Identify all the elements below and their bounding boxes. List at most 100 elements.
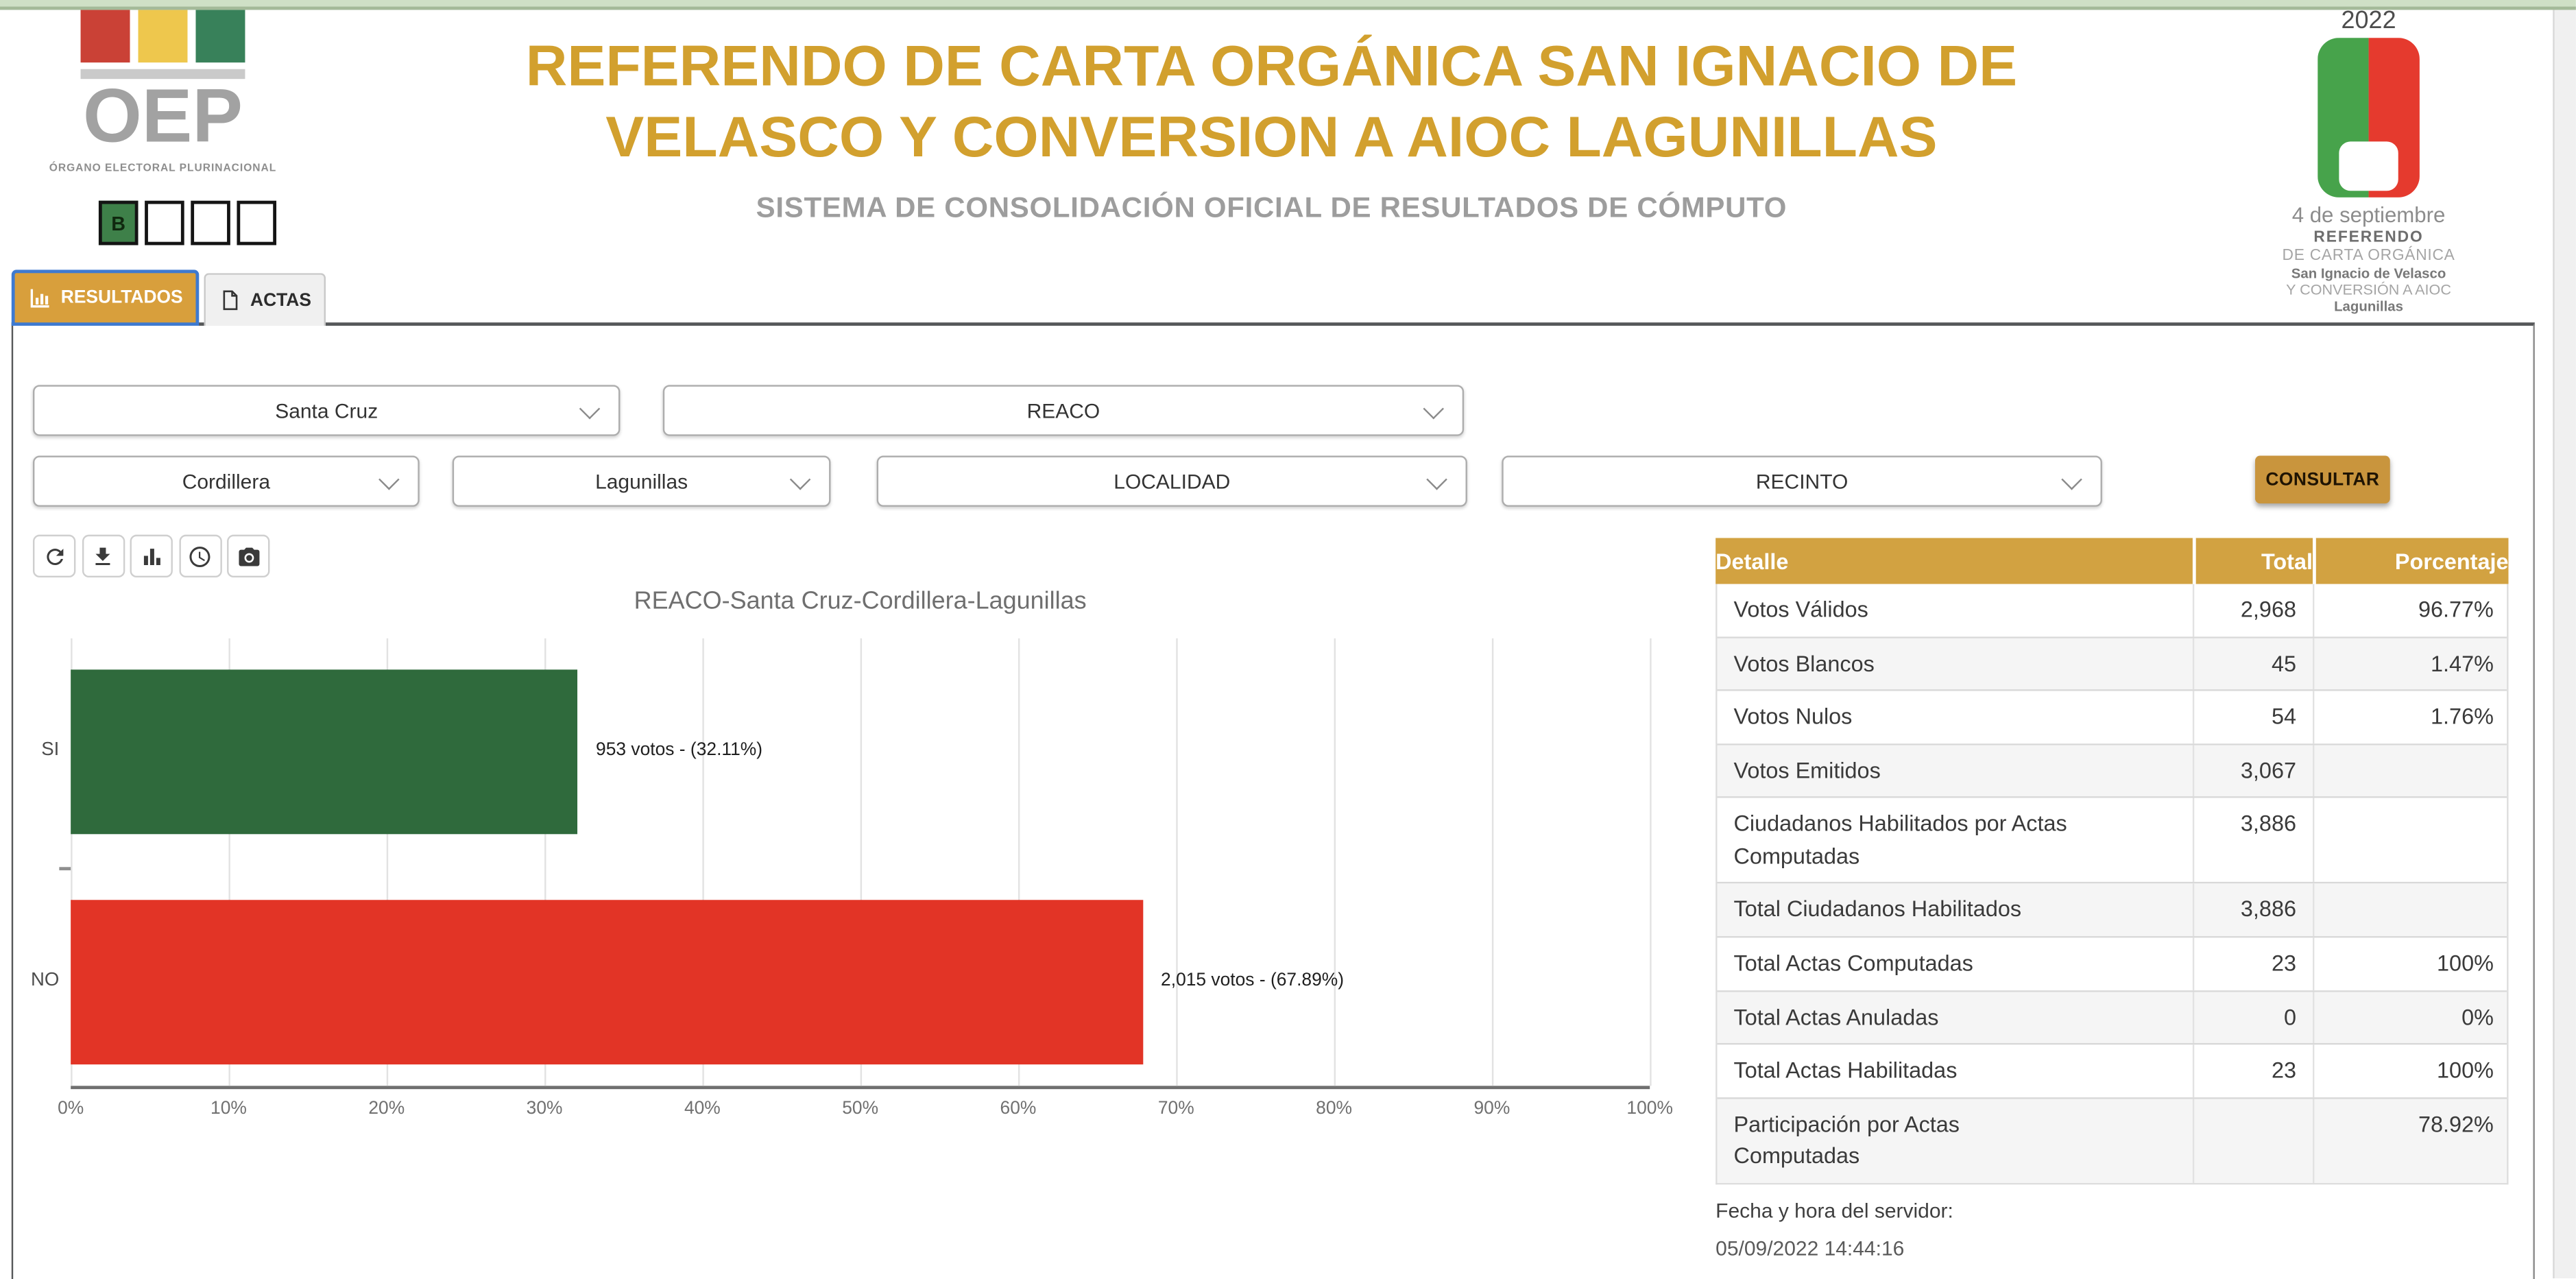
gridline bbox=[1018, 638, 1020, 1086]
table-row: Total Ciudadanos Habilitados 3,886 bbox=[1717, 884, 2507, 938]
y-axis-tick bbox=[59, 867, 71, 870]
total-cell: 3,067 bbox=[2192, 744, 2313, 797]
total-cell: 3,886 bbox=[2192, 798, 2313, 883]
table-row: Ciudadanos Habilitados por Actas Computa… bbox=[1717, 798, 2507, 885]
table-row: Total Actas Habilitadas 23 100% bbox=[1717, 1044, 2507, 1099]
total-cell: 2,968 bbox=[2192, 584, 2313, 636]
consultar-button[interactable]: CONSULTAR bbox=[2255, 455, 2390, 504]
chart-toolbar bbox=[32, 534, 270, 578]
x-axis-tick-label: 50% bbox=[842, 1099, 879, 1119]
column-header-total: Total bbox=[2192, 538, 2313, 584]
localidad-select[interactable]: LOCALIDAD bbox=[876, 455, 1467, 507]
refresh-button[interactable] bbox=[32, 534, 76, 578]
x-axis-tick-label: 80% bbox=[1316, 1099, 1353, 1119]
detalle-cell: Total Ciudadanos Habilitados bbox=[1733, 897, 2022, 922]
x-axis-tick-label: 90% bbox=[1473, 1099, 1510, 1119]
proceso-select[interactable]: REACO bbox=[662, 385, 1465, 436]
select-value: Lagunillas bbox=[595, 469, 688, 493]
oep-yellow-square bbox=[138, 10, 188, 63]
x-axis-tick-label: 10% bbox=[210, 1099, 247, 1119]
gridline bbox=[860, 638, 863, 1086]
event-line: Y CONVERSIÓN A AIOC bbox=[2286, 281, 2451, 298]
gridline bbox=[228, 638, 230, 1086]
download-button[interactable] bbox=[81, 534, 125, 578]
event-logo: 2022 4 de septiembre REFERENDO DE CARTA … bbox=[2278, 7, 2459, 315]
bar-no bbox=[71, 900, 1143, 1065]
page-subtitle: SISTEMA DE CONSOLIDACIÓN OFICIAL DE RESU… bbox=[756, 191, 1787, 225]
column-header-porcentaje: Porcentaje bbox=[2312, 538, 2508, 584]
x-axis-tick-label: 30% bbox=[526, 1099, 563, 1119]
detalle-cell: Votos Nulos bbox=[1733, 704, 1853, 730]
download-icon bbox=[91, 544, 115, 569]
x-axis-tick-label: 60% bbox=[1000, 1099, 1037, 1119]
porcentaje-cell: 78.92% bbox=[2312, 1098, 2507, 1183]
table-row: Total Actas Anuladas 0 0% bbox=[1717, 991, 2507, 1045]
chart-title: REACO-Santa Cruz-Cordillera-Lagunillas bbox=[634, 587, 1087, 616]
gridline bbox=[71, 638, 73, 1086]
select-value: RECINTO bbox=[1755, 469, 1849, 493]
table-body: Votos Válidos 2,968 96.77% Votos Blancos 45 1… bbox=[1716, 584, 2509, 1184]
provincia-select[interactable]: Cordillera bbox=[32, 455, 420, 507]
bar-value-label: 2,015 votos - (67.89%) bbox=[1161, 970, 1345, 991]
tab-label: RESULTADOS bbox=[60, 287, 183, 308]
bar-chart-button[interactable] bbox=[130, 534, 173, 578]
referendum-logo-icon bbox=[2318, 38, 2420, 198]
bar-si bbox=[71, 669, 578, 835]
porcentaje-cell bbox=[2312, 798, 2507, 883]
table-header-row: Detalle Total Porcentaje bbox=[1716, 538, 2509, 584]
column-header-detalle: Detalle bbox=[1716, 549, 1789, 574]
results-table: Detalle Total Porcentaje Votos Válidos 2,… bbox=[1716, 538, 2509, 1184]
select-value: Cordillera bbox=[182, 469, 271, 493]
table-row: Votos Nulos 54 1.76% bbox=[1717, 691, 2507, 745]
detalle-cell: Votos Emitidos bbox=[1733, 758, 1881, 783]
event-line: DE CARTA ORGÁNICA bbox=[2282, 246, 2455, 265]
tab-label: ACTAS bbox=[250, 290, 311, 311]
porcentaje-cell: 1.47% bbox=[2312, 637, 2507, 690]
ballot-letter-boxes: B bbox=[98, 200, 277, 246]
x-axis-tick-label: 40% bbox=[684, 1099, 721, 1119]
camera-button[interactable] bbox=[227, 534, 270, 578]
departamento-select[interactable]: Santa Cruz bbox=[32, 385, 621, 436]
table-row: Votos Válidos 2,968 96.77% bbox=[1717, 584, 2507, 638]
porcentaje-cell bbox=[2312, 744, 2507, 797]
table-row: Total Actas Computadas 23 100% bbox=[1717, 937, 2507, 992]
bar-chart-icon bbox=[139, 544, 164, 569]
chevron-down-icon bbox=[2061, 468, 2082, 490]
recinto-select[interactable]: RECINTO bbox=[1502, 455, 2102, 507]
porcentaje-cell: 96.77% bbox=[2312, 584, 2507, 636]
event-line: Lagunillas bbox=[2334, 298, 2403, 315]
tab-resultados[interactable]: RESULTADOS bbox=[11, 270, 200, 326]
category-label: NO bbox=[30, 970, 60, 991]
table-row: Votos Blancos 45 1.47% bbox=[1717, 637, 2507, 691]
x-axis-tick-label: 100% bbox=[1626, 1099, 1673, 1119]
select-value: Santa Cruz bbox=[275, 398, 378, 422]
bar-chart-icon bbox=[28, 286, 51, 309]
ballot-box-b: B bbox=[98, 200, 139, 246]
server-time-value: 05/09/2022 14:44:16 bbox=[1716, 1237, 1905, 1260]
event-line: San Ignacio de Velasco bbox=[2291, 265, 2446, 282]
table-row: Votos Emitidos 3,067 bbox=[1717, 744, 2507, 799]
porcentaje-cell: 100% bbox=[2312, 1044, 2507, 1097]
municipio-select[interactable]: Lagunillas bbox=[452, 455, 831, 507]
gridline bbox=[1176, 638, 1178, 1086]
x-axis-tick-label: 0% bbox=[58, 1099, 84, 1119]
total-cell bbox=[2192, 1098, 2313, 1183]
server-time-label: Fecha y hora del servidor: bbox=[1716, 1199, 1953, 1223]
tab-actas[interactable]: ACTAS bbox=[204, 273, 326, 326]
vertical-scrollbar[interactable] bbox=[2553, 10, 2576, 1279]
category-label: SI bbox=[41, 740, 60, 761]
document-icon bbox=[219, 289, 240, 311]
gridline bbox=[1334, 638, 1336, 1086]
oep-logo-text: OEP bbox=[82, 72, 243, 158]
clock-button[interactable] bbox=[178, 534, 221, 578]
chevron-down-icon bbox=[579, 397, 601, 419]
detalle-cell: Votos Blancos bbox=[1733, 650, 1875, 676]
camera-icon bbox=[236, 544, 261, 569]
event-date: 4 de septiembre bbox=[2291, 202, 2446, 228]
detalle-cell: Ciudadanos Habilitados por Actas Computa… bbox=[1733, 811, 2067, 869]
detalle-cell: Participación por Actas Computadas bbox=[1733, 1111, 1960, 1169]
table-row: Participación por Actas Computadas 78.92% bbox=[1717, 1098, 2507, 1183]
bar-row-si: SI 953 votos - (32.11%) bbox=[41, 669, 1650, 835]
total-cell: 23 bbox=[2192, 1044, 2313, 1097]
